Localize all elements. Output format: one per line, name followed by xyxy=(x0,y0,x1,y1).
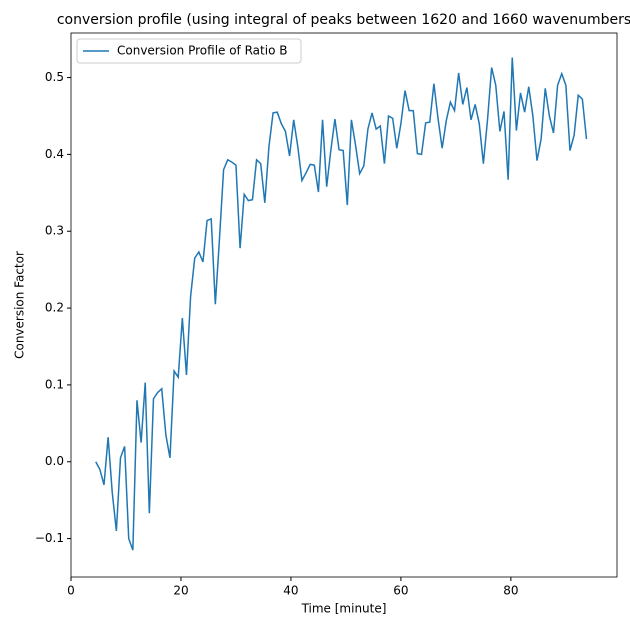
x-tick-label: 20 xyxy=(173,584,188,598)
y-tick-label: 0.4 xyxy=(45,147,64,161)
x-axis-label: Time [minute] xyxy=(301,602,387,616)
y-tick-label: 0.5 xyxy=(45,70,64,84)
y-tick-label: 0.1 xyxy=(45,377,64,391)
data-line xyxy=(95,57,588,551)
x-tick-label: 60 xyxy=(393,584,408,598)
y-tick-label: 0.3 xyxy=(45,224,64,238)
y-axis-label: Conversion Factor xyxy=(13,251,27,359)
y-tick-label: 0.0 xyxy=(45,454,64,468)
x-tick-label: 80 xyxy=(503,584,518,598)
chart-title: conversion profile (using integral of pe… xyxy=(57,12,630,28)
y-tick-label: −0.1 xyxy=(35,531,64,545)
legend-box xyxy=(76,38,302,64)
x-tick-label: 40 xyxy=(283,584,298,598)
y-tick-label: 0.2 xyxy=(45,301,64,315)
axes-frame xyxy=(70,32,618,578)
legend-label: Conversion Profile of Ratio B xyxy=(117,44,287,58)
x-tick-label: 0 xyxy=(67,584,75,598)
